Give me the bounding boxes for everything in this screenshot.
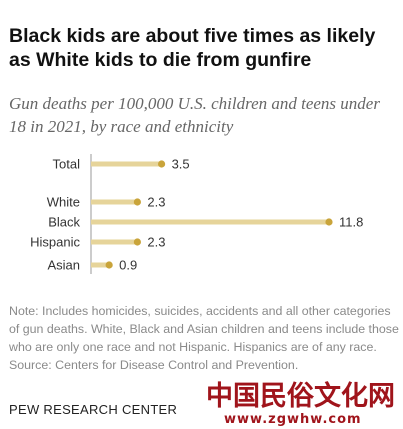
note-text: Note: Includes homicides, suicides, acci…	[9, 304, 399, 354]
watermark-text: 中国民俗文化网	[206, 380, 395, 412]
watermark-logo: 中国民俗文化网 www.zgwhw.com	[206, 380, 395, 427]
category-label: Black	[48, 215, 80, 230]
bar-asian	[91, 262, 110, 268]
chart-subtitle: Gun deaths per 100,000 U.S. children and…	[9, 94, 380, 136]
footnote: Note: Includes homicides, suicides, acci…	[9, 302, 399, 374]
bar-hispanic	[91, 239, 138, 245]
source-text: Source: Centers for Disease Control and …	[9, 358, 299, 372]
category-label: White	[47, 195, 80, 210]
value-label: 3.5	[172, 157, 190, 172]
dot-hispanic	[133, 238, 141, 246]
bar-white	[91, 199, 138, 205]
category-label: Total	[53, 157, 81, 172]
watermark-url: www.zgwhw.com	[224, 412, 362, 427]
organization-credit: PEW RESEARCH CENTER	[9, 402, 178, 417]
dot-total	[157, 160, 166, 168]
value-label: 2.3	[147, 235, 165, 250]
dot-black	[325, 218, 333, 226]
bar-black	[91, 219, 329, 225]
value-label: 11.8	[339, 215, 363, 230]
bars-group: Total 3.5 White 2.3 Black 11.8 Hispanic 2.3 Asia…	[30, 154, 363, 274]
dot-asian	[105, 261, 113, 269]
bar-total	[91, 161, 162, 167]
category-label: Hispanic	[30, 235, 80, 250]
value-label: 0.9	[119, 258, 137, 273]
chart-title: Black kids are about five times as likel…	[9, 25, 376, 71]
value-label: 2.3	[147, 195, 165, 210]
dot-white	[133, 198, 141, 206]
bar-chart: Total 3.5 White 2.3 Black 11.8 Hispanic 2.3 Asia…	[30, 154, 363, 274]
category-label: Asian	[47, 258, 80, 273]
